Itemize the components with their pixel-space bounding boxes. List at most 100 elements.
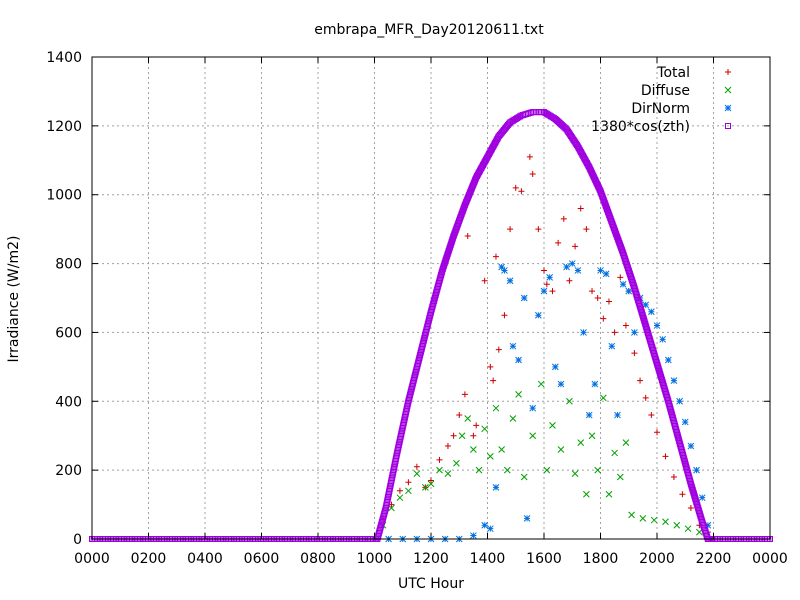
data-point	[648, 412, 655, 419]
data-point	[473, 422, 480, 429]
data-point	[470, 432, 477, 439]
data-point	[481, 521, 489, 529]
data-point	[520, 294, 528, 302]
data-point	[631, 329, 638, 336]
data-point	[541, 267, 547, 274]
data-point	[549, 288, 556, 295]
data-point	[617, 274, 624, 281]
data-point	[507, 226, 514, 233]
data-point	[512, 184, 519, 191]
data-point	[597, 267, 604, 274]
data-point	[421, 484, 429, 491]
x-axis-ticks: 0000 0200 0400 0600 0800 1000 1200 1400 1600 1800…	[74, 57, 788, 567]
x-tick-label: 0800	[300, 551, 336, 567]
data-point	[413, 470, 421, 477]
data-point	[673, 521, 681, 529]
legend-label: Diffuse	[641, 83, 690, 99]
data-point	[458, 432, 466, 440]
data-point	[405, 479, 412, 486]
data-point	[444, 443, 451, 450]
data-point	[436, 466, 443, 474]
data-point	[583, 226, 590, 233]
data-point	[464, 233, 471, 240]
data-point	[405, 487, 412, 495]
data-point	[487, 363, 494, 370]
data-point	[470, 446, 477, 453]
y-tick-label: 1000	[46, 188, 82, 204]
data-point	[492, 484, 500, 491]
x-tick-label: 0600	[244, 551, 280, 567]
data-point	[481, 277, 488, 284]
data-point	[506, 277, 514, 285]
x-tick-label: 0000	[752, 551, 788, 567]
data-point	[518, 188, 525, 195]
data-point	[529, 432, 537, 440]
data-point	[605, 490, 613, 498]
data-point	[580, 329, 587, 336]
y-tick-label: 0	[73, 532, 82, 548]
legend-label: DirNorm	[631, 101, 690, 117]
data-point	[588, 432, 596, 440]
data-point	[546, 273, 554, 281]
data-point	[679, 491, 686, 498]
x-tick-label: 1400	[470, 551, 506, 567]
legend-label: Total	[656, 65, 690, 81]
data-point	[555, 239, 562, 246]
data-point	[572, 243, 579, 250]
data-point	[681, 418, 689, 426]
x-tick-label: 1000	[357, 551, 393, 567]
data-point	[574, 267, 582, 274]
data-point	[654, 429, 660, 436]
data-point	[659, 335, 667, 343]
data-point	[566, 397, 573, 405]
y-tick-label: 1200	[46, 119, 82, 135]
data-point	[622, 439, 630, 446]
data-point	[676, 397, 683, 405]
x-tick-label: 0000	[74, 551, 110, 567]
data-point	[583, 490, 590, 498]
data-point	[560, 215, 567, 222]
x-tick-label: 0200	[131, 551, 167, 567]
data-point	[698, 494, 706, 502]
data-point	[529, 404, 537, 412]
data-point	[536, 109, 543, 116]
data-point	[396, 494, 404, 502]
data-point	[664, 356, 672, 364]
data-point	[585, 411, 593, 419]
data-point	[543, 466, 551, 474]
data-point	[704, 521, 712, 529]
data-point	[453, 459, 460, 467]
data-point	[642, 301, 650, 309]
data-point	[495, 346, 502, 353]
series-total	[379, 153, 711, 536]
data-point	[571, 470, 579, 477]
data-point	[523, 514, 531, 522]
data-point	[605, 298, 612, 305]
data-point	[600, 315, 607, 322]
y-tick-label: 800	[55, 257, 82, 273]
data-point	[599, 394, 607, 402]
data-point	[498, 446, 505, 453]
data-point	[619, 280, 627, 288]
data-point	[650, 516, 658, 524]
legend-marker	[724, 86, 732, 94]
data-point	[591, 380, 599, 388]
data-point	[557, 446, 565, 453]
data-point	[456, 412, 463, 419]
data-point	[557, 380, 565, 388]
data-point	[492, 253, 499, 260]
data-point	[687, 505, 694, 512]
data-point	[662, 518, 669, 526]
legend: Total Diffuse DirNorm 1380*cos(zth)	[591, 65, 732, 135]
data-point	[475, 466, 483, 474]
chart-title: embrapa_MFR_Day20120611.txt	[314, 22, 544, 38]
data-point	[486, 453, 494, 460]
y-tick-label: 600	[55, 325, 82, 341]
legend-marker	[725, 123, 731, 129]
legend-marker	[725, 69, 731, 75]
data-point	[461, 391, 468, 398]
data-point	[481, 425, 489, 433]
data-point	[594, 466, 602, 474]
x-tick-label: 2200	[696, 551, 732, 567]
